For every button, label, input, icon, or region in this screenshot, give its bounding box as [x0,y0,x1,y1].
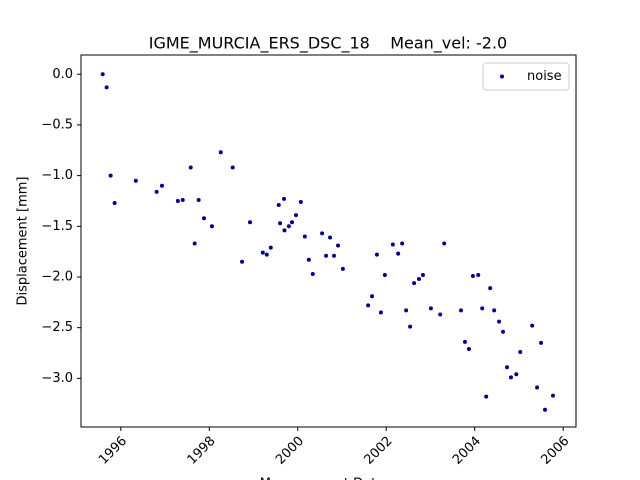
data-point [282,196,287,201]
data-point [396,251,401,256]
legend-label: noise [527,69,562,84]
y-tick-label: −0.5 [41,117,73,132]
chart-title: IGME_MURCIA_ERS_DSC_18 Mean_vel: -2.0 [149,34,507,54]
data-point [196,197,201,202]
data-point [310,271,315,276]
data-point [408,324,413,329]
data-point [112,200,117,205]
data-point [518,349,523,354]
data-point [278,221,283,226]
data-point [260,250,265,255]
y-tick-label: −1.5 [41,219,73,234]
data-point [378,310,383,315]
y-tick-label: −2.5 [41,320,73,335]
data-point [332,253,337,258]
data-point [108,173,113,178]
data-point [543,407,548,412]
data-point [497,319,502,324]
data-point [286,224,291,229]
data-point [428,306,433,311]
data-point [180,197,185,202]
data-point [306,257,311,262]
data-point [230,165,235,170]
data-point [340,266,345,271]
data-point [462,339,467,344]
data-point [268,245,273,250]
data-point [458,308,463,313]
data-point [209,224,214,229]
y-tick-label: −1.0 [41,168,73,183]
data-point [466,346,471,351]
data-point [366,303,371,308]
data-point [420,272,425,277]
data-point [514,372,519,377]
data-point [390,242,395,247]
data-point [302,234,307,239]
data-point [550,393,555,398]
data-point [400,241,405,246]
data-point [535,385,540,390]
data-point [501,329,506,334]
data-point [240,259,245,264]
data-point [480,306,485,311]
data-point [504,365,509,370]
legend-box [482,62,570,91]
data-point [484,394,489,399]
data-point [276,203,281,208]
plot-frame [80,54,577,428]
data-point [488,286,493,291]
y-tick-label: −2.0 [41,269,73,284]
data-point [508,375,513,380]
data-point [133,178,138,183]
data-point [290,220,295,225]
data-point [293,213,298,218]
x-axis-label: Measurement Date [260,477,384,480]
y-tick-label: −3.0 [41,371,73,386]
data-point [442,241,447,246]
data-point [470,273,475,278]
data-point [328,235,333,240]
data-point [264,252,269,257]
y-axis-label: Displacement [mm] [16,177,31,306]
data-point [175,198,180,203]
data-point [438,312,443,317]
legend-marker [500,74,504,79]
data-point [154,189,159,194]
y-tick-label: 0.0 [52,67,73,82]
data-point [336,243,341,248]
data-point [247,220,252,225]
data-point [382,272,387,277]
data-point [476,272,481,277]
data-point [282,228,287,233]
data-point [100,72,105,77]
data-point [416,277,421,282]
data-point [324,253,329,258]
data-point [188,165,193,170]
data-point [530,323,535,328]
data-point [492,308,497,313]
data-point [374,252,379,257]
data-point [201,216,206,221]
data-point [539,340,544,345]
data-point [104,85,109,90]
data-point [412,281,417,286]
data-point [192,241,197,246]
data-point [404,308,409,313]
data-point [298,199,303,204]
data-point [218,150,223,155]
data-point [320,231,325,236]
data-point [370,294,375,299]
data-point [159,183,164,188]
